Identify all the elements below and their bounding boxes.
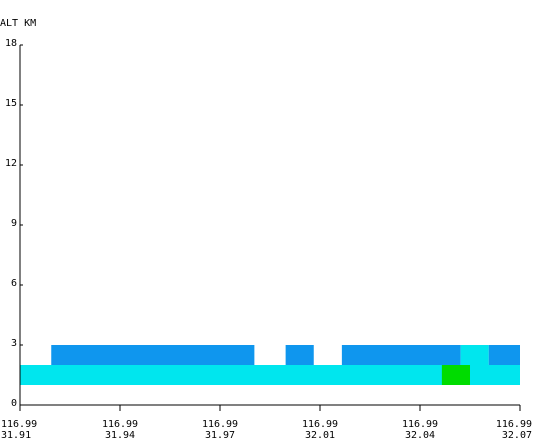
x-tick-label-lat-1: 31.94 (105, 430, 135, 440)
x-tick-label-lat-0: 31.91 (1, 430, 31, 440)
data-cell-2 (51, 345, 255, 365)
data-cell-1 (441, 365, 470, 385)
y-tick-label-6: 6 (11, 278, 17, 289)
x-tick-label-lat-4: 32.04 (405, 430, 435, 440)
data-cell-4 (341, 345, 461, 365)
y-tick-label-9: 9 (11, 218, 17, 229)
y-tick-label-15: 15 (5, 98, 17, 109)
x-tick-label-lon-4: 116.99 (402, 419, 438, 430)
data-cell-6 (488, 345, 520, 365)
data-cell-3 (285, 345, 314, 365)
x-tick-label-lat-3: 32.01 (305, 430, 335, 440)
x-tick-label-lon-3: 116.99 (302, 419, 338, 430)
data-cells (20, 345, 520, 385)
x-tick-label-lon-2: 116.99 (202, 419, 238, 430)
x-tick-label-lat-5: 32.07 (502, 430, 532, 440)
data-cell-0 (20, 365, 520, 385)
y-axis-label: ALT KM (0, 18, 36, 29)
data-cell-5 (460, 345, 489, 365)
x-tick-label-lon-5: 116.99 (496, 419, 532, 430)
y-tick-label-3: 3 (11, 338, 17, 349)
y-tick-label-0: 0 (11, 398, 17, 409)
y-tick-label-18: 18 (5, 38, 17, 49)
x-tick-label-lon-1: 116.99 (102, 419, 138, 430)
axes: 0369121518116.9931.91116.9931.94116.9931… (1, 38, 532, 440)
x-tick-label-lon-0: 116.99 (1, 419, 37, 430)
y-tick-label-12: 12 (5, 158, 17, 169)
x-tick-label-lat-2: 31.97 (205, 430, 235, 440)
